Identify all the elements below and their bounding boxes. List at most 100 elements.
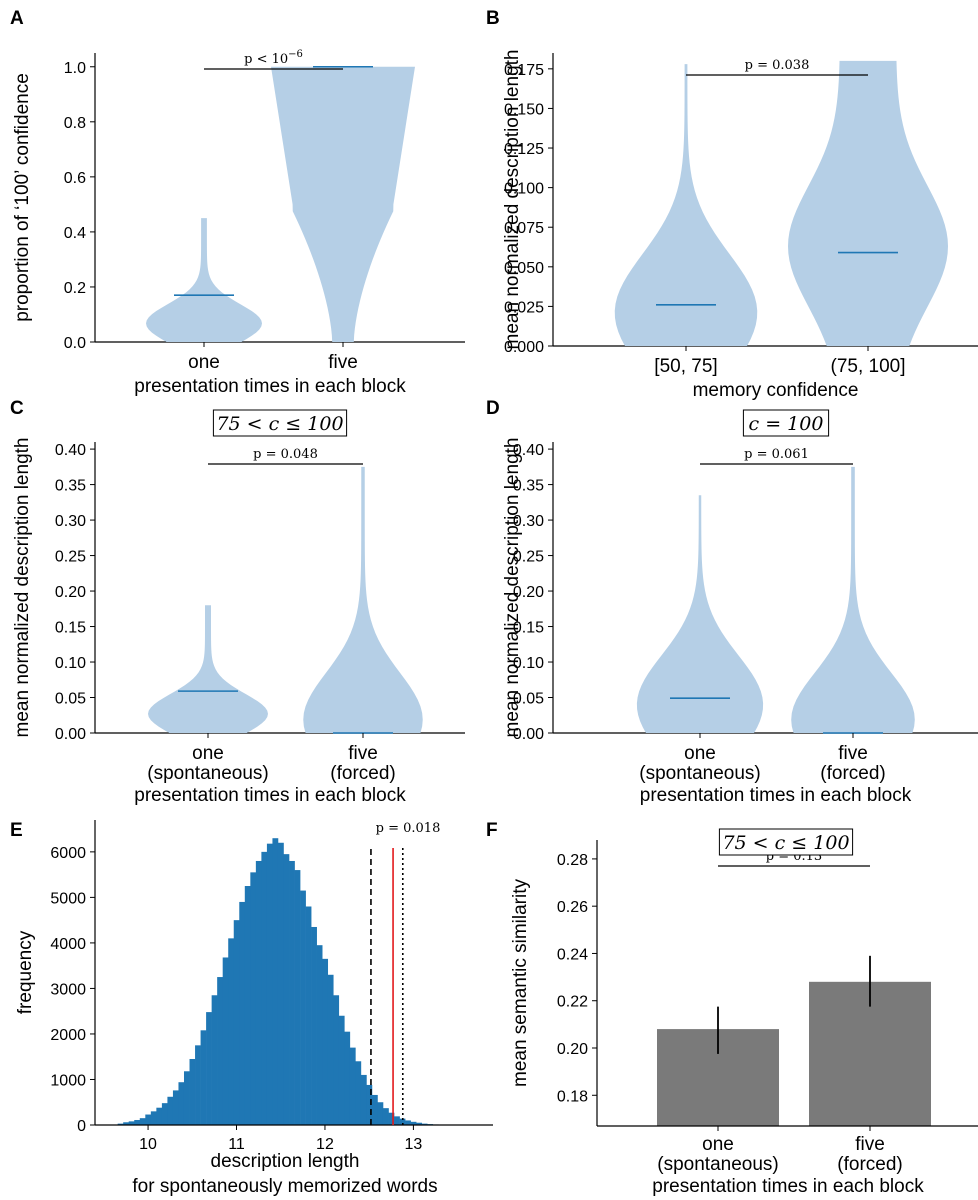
- y-tick-label: 0.025: [504, 299, 544, 316]
- histogram-bar: [360, 1074, 367, 1125]
- x-tick-label: (75, 100]: [831, 356, 906, 377]
- histogram-bar: [371, 1094, 378, 1125]
- y-tick-label: 0.20: [55, 584, 86, 601]
- y-tick-label: 0.8: [64, 115, 86, 132]
- histogram-bar: [228, 938, 235, 1125]
- y-tick-label: 0.00: [55, 726, 86, 743]
- x-tick-sublabel: (forced): [330, 763, 395, 784]
- histogram-bar: [255, 860, 262, 1125]
- histogram-bar: [394, 1116, 400, 1125]
- x-tick-label: one: [192, 743, 224, 764]
- y-tick-label: 0.20: [557, 1041, 588, 1058]
- x-tick-label: one: [188, 352, 220, 373]
- y-axis-label: mean normalized description length: [502, 438, 523, 738]
- violin-body: [148, 605, 268, 733]
- histogram-bar: [289, 860, 295, 1125]
- histogram-bar: [410, 1121, 417, 1125]
- x-tick-label: 10: [139, 1136, 157, 1153]
- histogram-bar: [344, 1031, 351, 1125]
- histogram-bar: [200, 1030, 207, 1125]
- histogram-bar: [161, 1103, 168, 1125]
- histogram-bar: [156, 1107, 163, 1125]
- y-axis-label: frequency: [15, 930, 36, 1014]
- y-tick-label: 0.15: [513, 620, 544, 637]
- x-tick-label: one: [702, 1134, 734, 1155]
- panel-e: E 0 1000 2000 3000 4000 5000 6000 10 11 12 13 p = 0.…: [10, 820, 493, 1197]
- x-tick-sublabel: (spontaneous): [639, 763, 760, 784]
- histogram-bar: [294, 870, 301, 1125]
- histogram-bar: [305, 906, 312, 1125]
- y-tick-label: 0.2: [64, 280, 86, 297]
- y-tick-label: 0: [77, 1118, 86, 1135]
- histogram-bar: [266, 843, 273, 1125]
- violin-body: [788, 60, 948, 347]
- histogram-bar: [217, 977, 223, 1125]
- histogram-bar: [145, 1114, 152, 1125]
- y-tick-label: 4000: [50, 936, 86, 953]
- x-tick-label: 12: [316, 1136, 334, 1153]
- y-tick-label: 0.22: [557, 994, 588, 1011]
- y-tick-label: 5000: [50, 890, 86, 907]
- p-value-label: p = 0.048: [253, 447, 318, 462]
- histogram-bar: [272, 838, 279, 1125]
- histogram-bar: [322, 958, 329, 1125]
- histogram-bar: [195, 1045, 201, 1125]
- y-axis-label: mean normalized description length: [12, 438, 33, 738]
- histogram-bar: [277, 842, 284, 1125]
- y-tick-label: 0.28: [557, 852, 588, 869]
- histogram-bar: [382, 1108, 389, 1125]
- y-tick-label: 0.24: [557, 946, 588, 963]
- y-tick-label: 0.050: [504, 260, 544, 277]
- histogram-bar: [123, 1122, 130, 1125]
- x-axis-label: description length: [211, 1151, 360, 1172]
- x-tick-sublabel: (spontaneous): [657, 1154, 778, 1175]
- title-box: [742, 409, 830, 437]
- histogram-bar: [128, 1121, 135, 1125]
- histogram-bar: [178, 1082, 185, 1125]
- histogram-bar: [250, 872, 257, 1125]
- histogram-bar: [421, 1123, 428, 1125]
- histogram-bar: [206, 1012, 212, 1125]
- y-tick-label: 0.40: [513, 442, 544, 459]
- histogram-bar: [244, 886, 251, 1125]
- x-axis-label-line2: for spontaneously memorized words: [132, 1176, 437, 1197]
- y-tick-label: 2000: [50, 1027, 86, 1044]
- y-tick-label: 0.30: [513, 513, 544, 530]
- y-tick-label: 0.000: [504, 339, 544, 356]
- panel-letter: F: [486, 820, 498, 841]
- violin-body: [146, 218, 262, 342]
- title-box: [212, 409, 348, 437]
- y-tick-label: 0.0: [64, 335, 86, 352]
- p-value-label: p = 0.018: [376, 821, 441, 836]
- y-tick-label: 0.175: [504, 62, 544, 79]
- histogram-bar: [167, 1096, 174, 1125]
- histogram-bar: [377, 1102, 384, 1125]
- x-axis-label: memory confidence: [693, 380, 859, 401]
- y-tick-label: 0.25: [55, 549, 86, 566]
- histogram-bar: [117, 1123, 124, 1125]
- y-tick-label: 0.00: [513, 726, 544, 743]
- y-tick-label: 0.20: [513, 584, 544, 601]
- histogram-bar: [150, 1111, 157, 1125]
- violin-body: [614, 64, 758, 346]
- y-tick-label: 0.15: [55, 620, 86, 637]
- violin-body: [271, 66, 415, 342]
- x-tick-label: five: [328, 352, 358, 373]
- histogram-bar: [300, 890, 306, 1125]
- x-tick-sublabel: (forced): [837, 1154, 902, 1175]
- title-box: [718, 828, 854, 856]
- histogram-bar: [338, 1015, 345, 1125]
- y-tick-label: 0.30: [55, 513, 86, 530]
- y-tick-label: 0.125: [504, 141, 544, 158]
- x-tick-label: 11: [228, 1136, 245, 1153]
- y-tick-label: 0.35: [513, 478, 544, 495]
- y-tick-label: 0.26: [557, 899, 588, 916]
- histogram-bar: [327, 974, 334, 1125]
- panel-title: c = 100: [749, 413, 824, 435]
- y-tick-label: 0.10: [55, 655, 86, 672]
- x-tick-label: 13: [405, 1136, 423, 1153]
- y-tick-label: 0.4: [64, 225, 86, 242]
